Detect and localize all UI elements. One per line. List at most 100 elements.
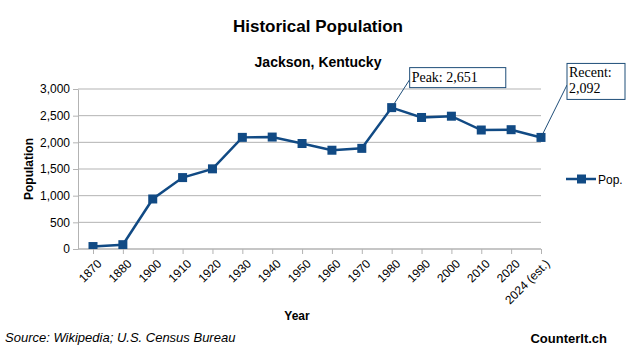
- x-tick: 1880: [106, 249, 135, 285]
- x-tick-label: 1900: [136, 256, 165, 285]
- marker: [447, 112, 456, 121]
- marker: [208, 164, 217, 173]
- y-tick-label: 1,000: [40, 189, 70, 203]
- x-tick: 1990: [404, 249, 433, 285]
- y-tick-mark: [73, 89, 78, 90]
- y-tick-label: 3,000: [40, 82, 70, 96]
- x-tick-label: 1960: [315, 256, 344, 285]
- y-tick-mark: [73, 249, 78, 250]
- x-tick-label: 2010: [464, 256, 493, 285]
- marker: [298, 139, 307, 148]
- x-tick-label: 1950: [285, 256, 314, 285]
- marker: [178, 173, 187, 182]
- x-tick: 1930: [225, 249, 254, 285]
- x-tick-label: 2024 (est.): [502, 257, 552, 307]
- x-tick-label: 1970: [345, 256, 374, 285]
- x-tick-mark: [481, 249, 482, 254]
- x-tick: 1940: [255, 249, 284, 285]
- x-tick: 1960: [315, 249, 344, 285]
- x-tick-label: 1990: [404, 256, 433, 285]
- x-tick-label: 1880: [106, 256, 135, 285]
- marker: [268, 133, 277, 142]
- x-tick-mark: [183, 249, 184, 254]
- title: Historical Population: [233, 17, 403, 36]
- x-tick-label: 1930: [225, 256, 254, 285]
- marker: [118, 240, 127, 249]
- y-tick-mark: [73, 196, 78, 197]
- grid-line: [78, 222, 541, 223]
- x-tick-mark: [332, 249, 333, 254]
- y-axis-title: Population: [22, 138, 36, 200]
- x-tick-mark: [302, 249, 303, 254]
- legend-marker: [577, 175, 586, 184]
- x-tick-mark: [212, 249, 213, 254]
- x-tick: 1980: [375, 249, 404, 285]
- marker: [417, 113, 426, 122]
- grid-line: [78, 169, 541, 170]
- annotation-leader: [541, 85, 567, 137]
- x-tick-label: 1910: [165, 256, 194, 285]
- y-tick: 2,500: [40, 109, 78, 123]
- x-tick: 2010: [464, 249, 493, 285]
- line: [93, 108, 541, 247]
- x-tick-label: 2000: [434, 256, 463, 285]
- plot-area: [89, 103, 546, 249]
- y-tick: 3,000: [40, 82, 78, 96]
- x-tick-mark: [451, 249, 452, 254]
- grid-line: [78, 142, 541, 143]
- annotation-box: [410, 68, 506, 88]
- y-tick-mark: [73, 116, 78, 117]
- grid-line: [78, 195, 541, 196]
- marker: [89, 242, 98, 249]
- y-tick-mark: [73, 169, 78, 170]
- x-tick: 1870: [76, 249, 105, 285]
- y-tick: 1,500: [40, 162, 78, 176]
- grid-line: [78, 89, 541, 90]
- x-tick-label: 1980: [375, 256, 404, 285]
- x-tick-mark: [123, 249, 124, 254]
- x-tick: 1970: [345, 249, 374, 285]
- x-tick: 2000: [434, 249, 463, 285]
- x-tick: 2024 (est.): [502, 249, 552, 307]
- grid-line: [78, 249, 541, 250]
- x-tick-mark: [93, 249, 94, 254]
- marker: [477, 126, 486, 135]
- grid: [78, 89, 541, 249]
- marker: [238, 133, 247, 142]
- x-tick-mark: [541, 249, 542, 254]
- marker: [507, 125, 516, 134]
- y-axis-line: [78, 90, 79, 250]
- annotation-leader: [392, 80, 410, 108]
- annotation: Recent:2,092: [567, 63, 625, 99]
- y-tick: 1,000: [40, 189, 78, 203]
- x-tick-mark: [511, 249, 512, 254]
- annotation-text: Recent:: [569, 65, 612, 80]
- y-tick-label: 500: [50, 216, 70, 230]
- marker: [357, 144, 366, 153]
- chart: Historical PopulationJackson, Kentucky05…: [0, 0, 637, 358]
- x-tick-mark: [242, 249, 243, 254]
- y-axis: 05001,0001,5002,0002,5003,000: [40, 82, 79, 256]
- x-tick-mark: [392, 249, 393, 254]
- y-tick-mark: [73, 142, 78, 143]
- x-axis-line: [78, 249, 541, 250]
- x-tick: 1910: [165, 249, 194, 285]
- x-tick-mark: [362, 249, 363, 254]
- annotation-text: 2,092: [569, 81, 601, 96]
- marker: [148, 194, 157, 203]
- x-tick-mark: [422, 249, 423, 254]
- legend: Pop.: [566, 173, 623, 187]
- annotation-text: Peak: 2,651: [412, 70, 478, 85]
- x-tick-label: 1920: [195, 256, 224, 285]
- annotation: Peak: 2,651: [410, 68, 506, 88]
- y-tick-mark: [73, 222, 78, 223]
- y-tick-label: 1,500: [40, 162, 70, 176]
- y-tick-label: 2,000: [40, 136, 70, 150]
- y-tick: 500: [50, 216, 78, 230]
- x-tick-label: 1870: [76, 256, 105, 285]
- x-tick-mark: [153, 249, 154, 254]
- subtitle: Jackson, Kentucky: [255, 54, 382, 70]
- x-tick-label: 1940: [255, 256, 284, 285]
- x-axis-title: Year: [284, 309, 310, 323]
- marker: [327, 146, 336, 155]
